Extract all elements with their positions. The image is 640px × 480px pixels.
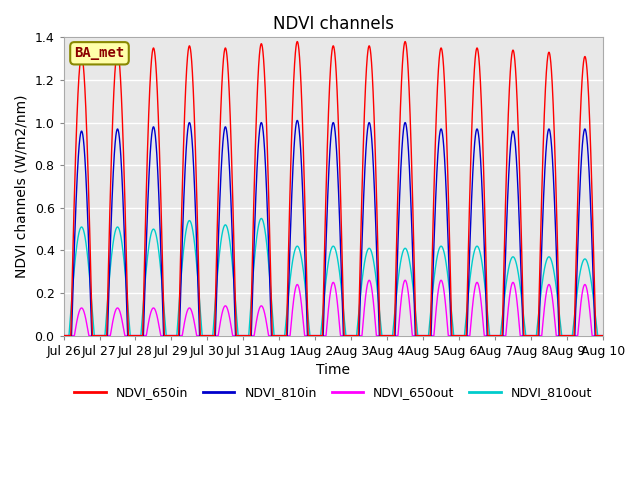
NDVI_650in <box>262 92 269 98</box>
NDVI_810in <box>175 333 183 338</box>
NDVI_650in <box>175 320 183 326</box>
NDVI_650in <box>599 333 607 338</box>
NDVI_810out <box>599 333 607 338</box>
Legend: NDVI_650in, NDVI_810in, NDVI_650out, NDVI_810out: NDVI_650in, NDVI_810in, NDVI_650out, NDV… <box>70 381 597 404</box>
NDVI_810in <box>408 219 415 225</box>
NDVI_650in <box>170 333 177 338</box>
NDVI_650out <box>262 314 269 320</box>
NDVI_810out <box>484 317 492 323</box>
Line: NDVI_810out: NDVI_810out <box>63 218 603 336</box>
NDVI_650in <box>408 159 415 165</box>
NDVI_650out <box>408 323 415 329</box>
NDVI_810out <box>257 216 265 221</box>
NDVI_810in <box>599 333 607 338</box>
NDVI_810out <box>175 303 183 309</box>
Y-axis label: NDVI channels (W/m2/nm): NDVI channels (W/m2/nm) <box>15 95 29 278</box>
NDVI_650out <box>175 333 183 338</box>
NDVI_810out <box>408 272 415 278</box>
NDVI_650out <box>437 277 445 283</box>
NDVI_810in <box>170 333 177 338</box>
NDVI_810out <box>170 333 177 338</box>
NDVI_650out <box>60 333 67 338</box>
NDVI_650out <box>170 333 177 338</box>
Title: NDVI channels: NDVI channels <box>273 15 394 33</box>
NDVI_650in <box>60 333 67 338</box>
Line: NDVI_650in: NDVI_650in <box>63 42 603 336</box>
NDVI_810in <box>60 333 67 338</box>
NDVI_810in <box>484 333 492 338</box>
Line: NDVI_810in: NDVI_810in <box>63 120 603 336</box>
NDVI_810out <box>60 333 67 338</box>
Text: BA_met: BA_met <box>74 46 125 60</box>
NDVI_650out <box>599 333 607 338</box>
NDVI_650out <box>597 333 605 338</box>
X-axis label: Time: Time <box>316 363 350 377</box>
NDVI_810in <box>262 162 269 168</box>
NDVI_650in <box>597 333 605 338</box>
NDVI_810in <box>294 118 301 123</box>
NDVI_810out <box>597 333 605 338</box>
NDVI_810out <box>262 231 269 237</box>
NDVI_650in <box>401 39 409 45</box>
NDVI_650out <box>484 333 492 338</box>
NDVI_810in <box>597 333 605 338</box>
Line: NDVI_650out: NDVI_650out <box>63 280 603 336</box>
NDVI_650in <box>484 333 492 338</box>
